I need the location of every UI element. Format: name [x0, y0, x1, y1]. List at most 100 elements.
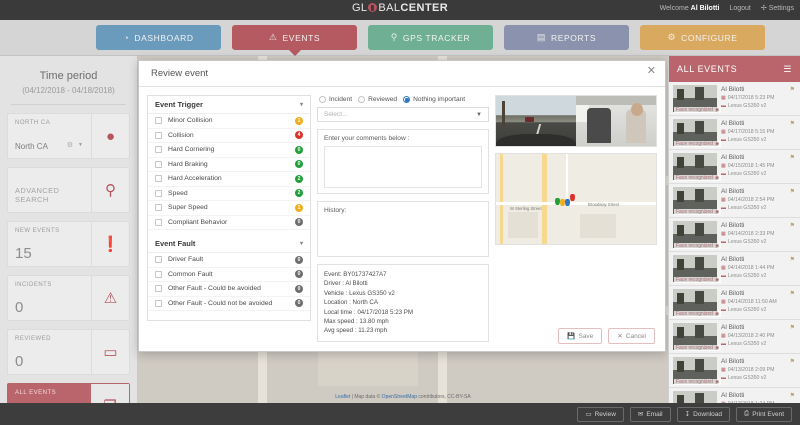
close-icon[interactable]: ✕ — [646, 65, 656, 77]
nav-tab-gps-tracker[interactable]: ⚲ GPS TRACKER — [368, 25, 493, 50]
checkbox[interactable] — [155, 160, 162, 168]
logout-link[interactable]: Logout — [729, 4, 751, 12]
event-location-map[interactable]: W Sterling Street Broadway Street — [495, 153, 657, 245]
radio-incident[interactable]: Incident — [319, 96, 352, 103]
sliders-icon: ⚙ — [667, 32, 677, 42]
event-thumbnail[interactable] — [673, 391, 717, 403]
gear-icon[interactable]: ⚙ — [66, 142, 73, 149]
filter-row[interactable]: Collision 4 — [148, 129, 310, 143]
filter-row[interactable]: Minor Collision 1 — [148, 114, 310, 129]
checkbox[interactable] — [155, 131, 162, 139]
cancel-button[interactable]: ✕ Cancel — [608, 328, 655, 344]
checkbox[interactable] — [155, 270, 162, 278]
event-list-item[interactable]: Al Bilotti ▦04/13/2018 1:24 PM ▬Lexus GS… — [669, 388, 800, 403]
checkbox[interactable] — [155, 117, 162, 125]
event-list-item[interactable]: Al Bilotti ▦ 04/13/2018 2:40 PM ▬ Lexus GS… — [669, 320, 800, 354]
section-header-event-fault[interactable]: Event Fault ▾ — [148, 235, 310, 253]
search-icon[interactable]: ⚲ — [91, 168, 129, 212]
card-label: NEW EVENTS — [15, 228, 60, 234]
comments-input[interactable] — [324, 146, 482, 188]
chevron-down-icon[interactable]: ▼ — [78, 142, 83, 148]
filter-row[interactable]: Hard Cornering 0 — [148, 143, 310, 158]
email-button[interactable]: ✉ Email — [629, 406, 671, 422]
nav-tab-reports[interactable]: ▤ REPORTS — [504, 25, 629, 50]
section-header-event-trigger[interactable]: Event Trigger ▾ — [148, 96, 310, 114]
checkbox[interactable] — [155, 175, 162, 183]
nav-tab-events[interactable]: ⚠ EVENTS — [232, 25, 357, 50]
nav-tab-configure[interactable]: ⚙ CONFIGURE — [640, 25, 765, 50]
event-thumbnail[interactable] — [673, 119, 717, 146]
sidebar-card-new-events[interactable]: NEW EVENTS 15 ❗ — [7, 221, 130, 267]
flag-icon[interactable]: ⚑ — [789, 121, 795, 127]
warning-triangle-icon: ⚠ — [268, 32, 278, 42]
filter-row[interactable]: Driver Fault 0 — [148, 253, 310, 268]
checkbox[interactable] — [155, 285, 162, 293]
nav-tab-dashboard[interactable]: ◔ DASHBOARD — [96, 25, 221, 50]
checkbox[interactable] — [155, 299, 162, 307]
event-list-item[interactable]: Al Bilotti ▦ 04/17/2018 5:15 PM ▬ Lexus GS… — [669, 116, 800, 150]
warning-triangle-icon[interactable]: ⚠ — [91, 276, 129, 320]
radio-button[interactable] — [358, 96, 366, 103]
radio-button[interactable] — [403, 96, 411, 103]
flag-icon[interactable]: ⚑ — [789, 155, 795, 161]
sidebar-card-reviewed[interactable]: REVIEWED 0 ▭ — [7, 329, 130, 375]
cabin-camera-view[interactable] — [576, 96, 656, 146]
checkbox[interactable] — [155, 189, 162, 197]
count-badge: 0 — [295, 218, 303, 227]
sidebar-card-north-ca[interactable]: NORTH CA North CA ⚙ ▼ ● — [7, 113, 130, 159]
filter-row[interactable]: Other Fault - Could be avoided 0 — [148, 282, 310, 297]
save-button[interactable]: 💾 Save — [558, 328, 603, 344]
event-list-item[interactable]: Al Bilotti ▦ 04/14/2018 1:44 PM ▬ Lexus GS… — [669, 252, 800, 286]
road-camera-view[interactable] — [496, 96, 576, 146]
checkbox[interactable] — [155, 218, 162, 226]
filter-label: Speed — [168, 189, 188, 197]
flag-icon[interactable]: ⚑ — [789, 291, 795, 297]
camera-views — [495, 95, 657, 147]
filter-row[interactable]: Common Fault 0 — [148, 268, 310, 282]
checkbox[interactable] — [155, 204, 162, 212]
event-list-item[interactable]: Al Bilotti ▦ 04/14/2018 11:50 AM ▬ Lexus G… — [669, 286, 800, 320]
filter-row[interactable]: Hard Acceleration 2 — [148, 172, 310, 187]
flag-icon[interactable]: ⚑ — [789, 223, 795, 229]
filter-row[interactable]: Speed 2 — [148, 187, 310, 201]
event-list-item[interactable]: Al Bilotti ▦ 04/14/2018 2:54 PM ▬ Lexus GS… — [669, 184, 800, 218]
leaflet-link[interactable]: Leaflet — [335, 394, 351, 400]
sidebar-card-incidents[interactable]: INCIDENTS 0 ⚠ — [7, 275, 130, 321]
flag-icon[interactable]: ⚑ — [789, 325, 795, 331]
monitor-icon[interactable]: ▭ — [91, 330, 129, 374]
flag-icon[interactable]: ⚑ — [789, 393, 795, 399]
download-button[interactable]: ↧ Download — [676, 406, 730, 422]
filter-row[interactable]: Compliant Behavior 0 — [148, 216, 310, 230]
filter-icon[interactable]: ☰ — [783, 63, 792, 74]
button-label: Print Event — [752, 410, 784, 418]
filter-row[interactable]: Hard Braking 0 — [148, 158, 310, 172]
review-button[interactable]: ▭ Review — [577, 406, 624, 422]
event-list-item[interactable]: Al Bilotti ▦ 04/15/2018 1:45 PM ▬ Lexus GS… — [669, 150, 800, 184]
map-pin-icon[interactable]: ● — [91, 114, 129, 158]
settings-link[interactable]: ✢ Settings — [760, 5, 794, 12]
section-header-severe-driver-behavior[interactable]: Severe Driver Behavior ▾ — [148, 316, 310, 320]
print-event-button[interactable]: ⎙ Print Event — [736, 406, 792, 422]
checkbox[interactable] — [155, 256, 162, 264]
flag-icon[interactable]: ⚑ — [789, 189, 795, 195]
divider — [11, 104, 126, 105]
event-list-item[interactable]: Al Bilotti ▦ 04/13/2018 2:09 PM ▬ Lexus GS… — [669, 354, 800, 388]
osm-link[interactable]: OpenStreetMap — [381, 394, 417, 400]
radio-nothing-important[interactable]: Nothing important — [403, 96, 465, 103]
sidebar-card-advanced-search[interactable]: ADVANCED SEARCH ⚲ — [7, 167, 130, 213]
flag-icon[interactable]: ⚑ — [789, 359, 795, 365]
time-period-range[interactable]: (04/12/2018 - 04/18/2018) — [22, 86, 115, 95]
filter-row[interactable]: Super Speed 1 — [148, 201, 310, 216]
flag-icon[interactable]: ⚑ — [789, 87, 795, 93]
reason-select[interactable]: Select... ▼ — [317, 107, 489, 122]
flag-icon[interactable]: ⚑ — [789, 257, 795, 263]
radio-button[interactable] — [319, 96, 326, 103]
comments-box: Enter your comments below : — [317, 129, 489, 194]
alert-badge-icon[interactable]: ❗ — [91, 222, 129, 266]
event-list-item[interactable]: Al Bilotti ▦ 04/17/2018 5:23 PM ▬ Lexus GS… — [669, 82, 800, 116]
event-list-item[interactable]: Al Bilotti ▦ 04/14/2018 2:33 PM ▬ Lexus GS… — [669, 218, 800, 252]
filter-row[interactable]: Other Fault - Could not be avoided 0 — [148, 297, 310, 311]
event-vehicle: Lexus GS350 v2 — [728, 239, 767, 245]
checkbox[interactable] — [155, 146, 162, 154]
radio-reviewed[interactable]: Reviewed — [358, 96, 397, 103]
